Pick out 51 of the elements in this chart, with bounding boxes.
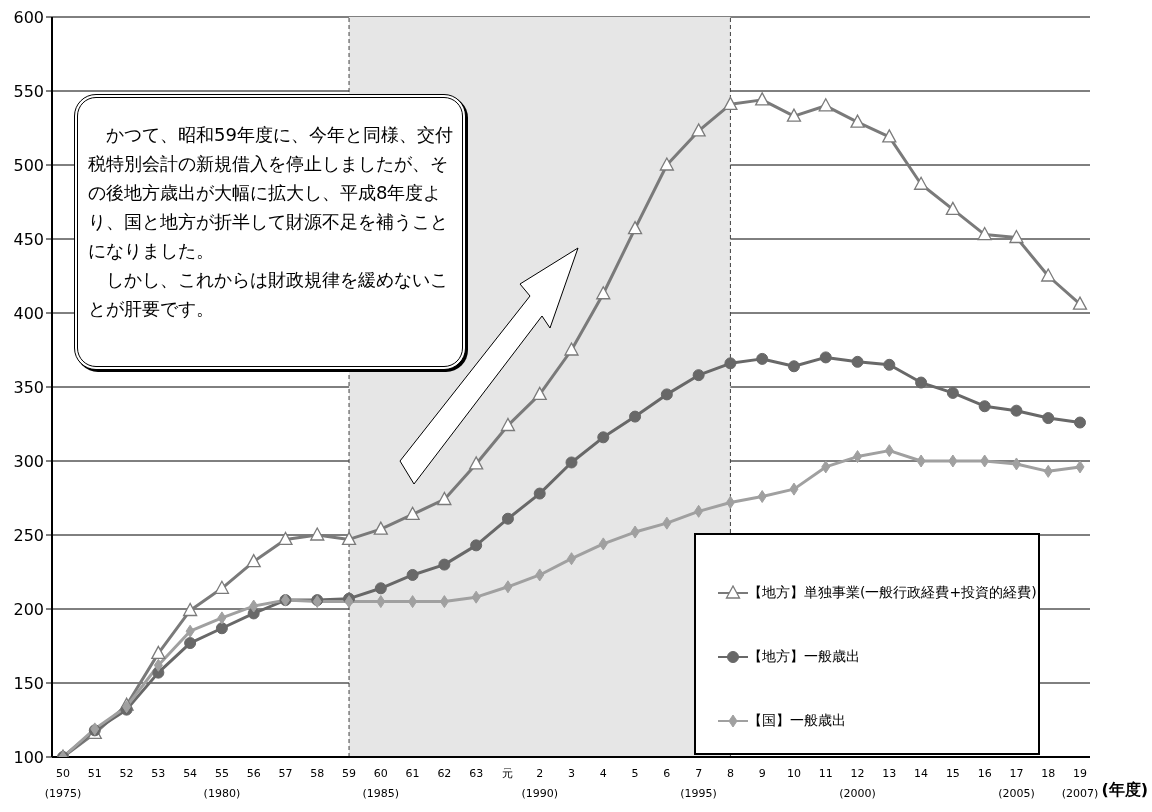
legend-label: 【国】一般歳出 <box>748 712 846 730</box>
x-tick-label: 8 <box>726 767 734 780</box>
x-tick-label: 19 (2007) <box>1061 767 1099 800</box>
x-tick-label: 12 (2000) <box>839 767 876 800</box>
x-tick-label: 3 <box>568 767 575 780</box>
x-tick-label: 63 <box>469 767 484 780</box>
x-tick-label: 7 (1995) <box>680 767 717 800</box>
x-tick-label: 10 <box>786 767 801 780</box>
x-tick-label: 5 <box>631 767 639 780</box>
y-tick-label: 200 <box>13 599 44 619</box>
y-tick-label: 600 <box>13 7 44 27</box>
x-tick-label: 18 <box>1041 767 1056 780</box>
x-tick-label: 14 <box>914 767 929 780</box>
x-tick-label: 53 <box>151 767 166 780</box>
annotation: かつて、昭和59年度に、今年と同様、交付税特別会計の新規借入を停止しましたが、その後地方歳出が大幅に拡大し、平成8年度より、国と地方が折半して財源不足を補うことになりました。 <box>88 123 454 263</box>
x-tick-label: 59 <box>342 767 357 780</box>
x-tick-label: 2 (1990) <box>521 767 559 800</box>
x-tick-label: 6 <box>663 767 671 780</box>
x-tick-label: 11 <box>818 767 833 780</box>
x-tick-label: 61 <box>405 767 420 780</box>
y-tick-label: 100 <box>13 747 44 767</box>
legend-label: 【地方】単独事業(一般行政経費+投資的経費) <box>748 584 1037 602</box>
x-tick-label: 元 <box>502 767 514 780</box>
x-tick-label: 56 <box>246 767 261 780</box>
x-axis-title: (年度) <box>1101 780 1148 799</box>
x-tick-label: 60 (1985) <box>362 767 400 800</box>
x-tick-label: 15 <box>945 767 960 780</box>
y-tick-label: 300 <box>13 451 44 471</box>
x-tick-label: 16 <box>977 767 992 780</box>
x-tick-label: 57 <box>278 767 293 780</box>
x-tick-label: 17 (2005) <box>998 767 1035 800</box>
x-tick-label: 52 <box>119 767 134 780</box>
legend-label: 【地方】一般歳出 <box>748 648 860 666</box>
x-tick-label: 54 <box>183 767 198 780</box>
x-tick-label: 13 <box>882 767 897 780</box>
y-tick-label: 350 <box>13 377 44 397</box>
x-tick-label: 62 <box>437 767 452 780</box>
x-tick-label: 9 <box>758 767 766 780</box>
x-tick-label: 50 (1975) <box>44 767 82 800</box>
x-tick-label: 58 <box>310 767 325 780</box>
x-tick-label: 51 <box>87 767 102 780</box>
y-tick-label: 250 <box>13 525 44 545</box>
annotation: しかし、これからは財政規律を緩めないことが肝要です。 <box>88 268 449 321</box>
callout-box: かつて、昭和59年度に、今年と同様、交付税特別会計の新規借入を停止しましたが、その後地方歳出が大幅に拡大し、平成8年度より、国と地方が折半して財源不足を補うことになりました。 しかし、これからは財政規律を緩めないことが肝要です。 <box>74 94 466 370</box>
y-tick-label: 550 <box>13 81 44 101</box>
y-tick-label: 450 <box>13 229 44 249</box>
x-tick-label: 55 (1980) <box>203 767 241 800</box>
y-tick-label: 400 <box>13 303 44 323</box>
y-tick-label: 150 <box>13 673 44 693</box>
x-tick-label: 4 <box>599 767 607 780</box>
y-tick-label: 500 <box>13 155 44 175</box>
